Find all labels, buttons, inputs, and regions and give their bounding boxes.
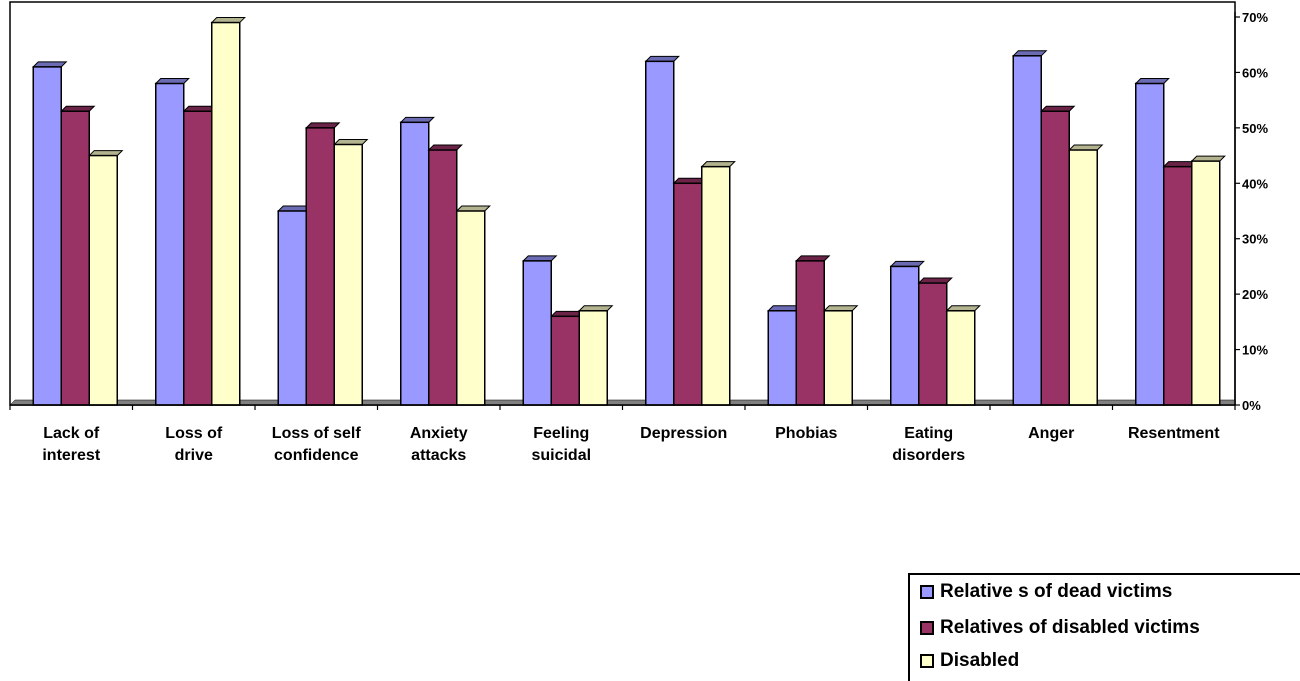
x-tick-label-2: Loss of self confidence	[272, 425, 362, 464]
y-tick-label-3: 30%	[1242, 232, 1268, 247]
legend: Relative s of dead victims Relatives of …	[908, 573, 1300, 681]
legend-label-dead-victims: Relative s of dead victims	[940, 581, 1173, 602]
x-tick-label-3: Anxiety attacks	[410, 425, 468, 464]
bar-top-2-5	[700, 161, 736, 168]
legend-swatch-relatives-disabled	[920, 621, 934, 635]
bar-top-1-6	[795, 255, 831, 262]
x-tick-label-7: Eating disorders	[892, 425, 965, 464]
x-tick-label-0: Lack of interest	[42, 425, 100, 464]
y-tick-label-6: 60%	[1242, 65, 1268, 80]
x-tick-label-1: Loss of drive	[165, 425, 223, 464]
x-tick-label-6: Phobias	[775, 425, 837, 442]
bar-0-5	[645, 60, 675, 406]
legend-swatch-dead-victims	[920, 585, 934, 599]
bar-1-6	[795, 260, 825, 406]
bar-0-0	[32, 66, 62, 406]
bar-2-4	[578, 310, 608, 406]
bar-1-9	[1163, 165, 1193, 406]
legend-label-relatives-disabled: Relatives of disabled victims	[940, 617, 1200, 638]
legend-swatch-disabled	[920, 654, 934, 668]
bar-2-3	[456, 210, 486, 406]
bar-top-0-4	[522, 255, 558, 262]
bar-top-2-6	[823, 305, 859, 312]
legend-item-disabled: Disabled	[920, 647, 1019, 675]
bar-0-4	[522, 260, 552, 406]
y-tick-label-2: 20%	[1242, 287, 1268, 302]
bar-2-1	[211, 21, 241, 406]
legend-item-relatives-disabled: Relatives of disabled victims	[920, 614, 1200, 642]
x-tick-label-9: Resentment	[1128, 425, 1220, 442]
bar-1-8	[1040, 110, 1070, 406]
bar-0-9	[1135, 82, 1165, 406]
y-tick-label-1: 10%	[1242, 343, 1268, 358]
bar-1-2	[305, 127, 335, 406]
bar-1-7	[918, 282, 948, 406]
bar-2-9	[1191, 160, 1221, 406]
bar-0-7	[890, 265, 920, 406]
bar-1-4	[550, 315, 580, 406]
bar-2-0	[88, 154, 118, 406]
bar-2-8	[1068, 149, 1098, 406]
bar-2-6	[823, 310, 853, 406]
bar-0-8	[1012, 55, 1042, 406]
x-tick-label-4: Feeling suicidal	[531, 425, 591, 464]
x-tick-label-5: Depression	[640, 425, 727, 442]
bar-1-5	[673, 182, 703, 406]
bar-top-2-4	[578, 305, 614, 312]
bar-top-1-7	[917, 277, 953, 284]
bar-1-3	[428, 149, 458, 406]
legend-label-disabled: Disabled	[940, 650, 1020, 671]
bar-1-0	[60, 110, 90, 406]
bar-0-2	[277, 210, 307, 406]
x-tick-label-8: Anger	[1028, 425, 1074, 442]
bar-2-5	[701, 165, 731, 406]
y-tick-label-5: 50%	[1242, 121, 1268, 136]
bar-0-6	[767, 310, 797, 406]
bar-2-2	[333, 143, 363, 406]
y-tick-label-4: 40%	[1242, 176, 1268, 191]
bar-top-2-7	[945, 305, 981, 312]
bar-0-3	[400, 121, 430, 406]
bar-2-7	[946, 310, 976, 406]
legend-item-dead-victims: Relative s of dead victims	[920, 578, 1172, 606]
y-tick-label-0: 0%	[1242, 398, 1261, 413]
bar-1-1	[183, 110, 213, 406]
bar-0-1	[155, 82, 185, 406]
y-tick-label-7: 70%	[1242, 10, 1268, 25]
